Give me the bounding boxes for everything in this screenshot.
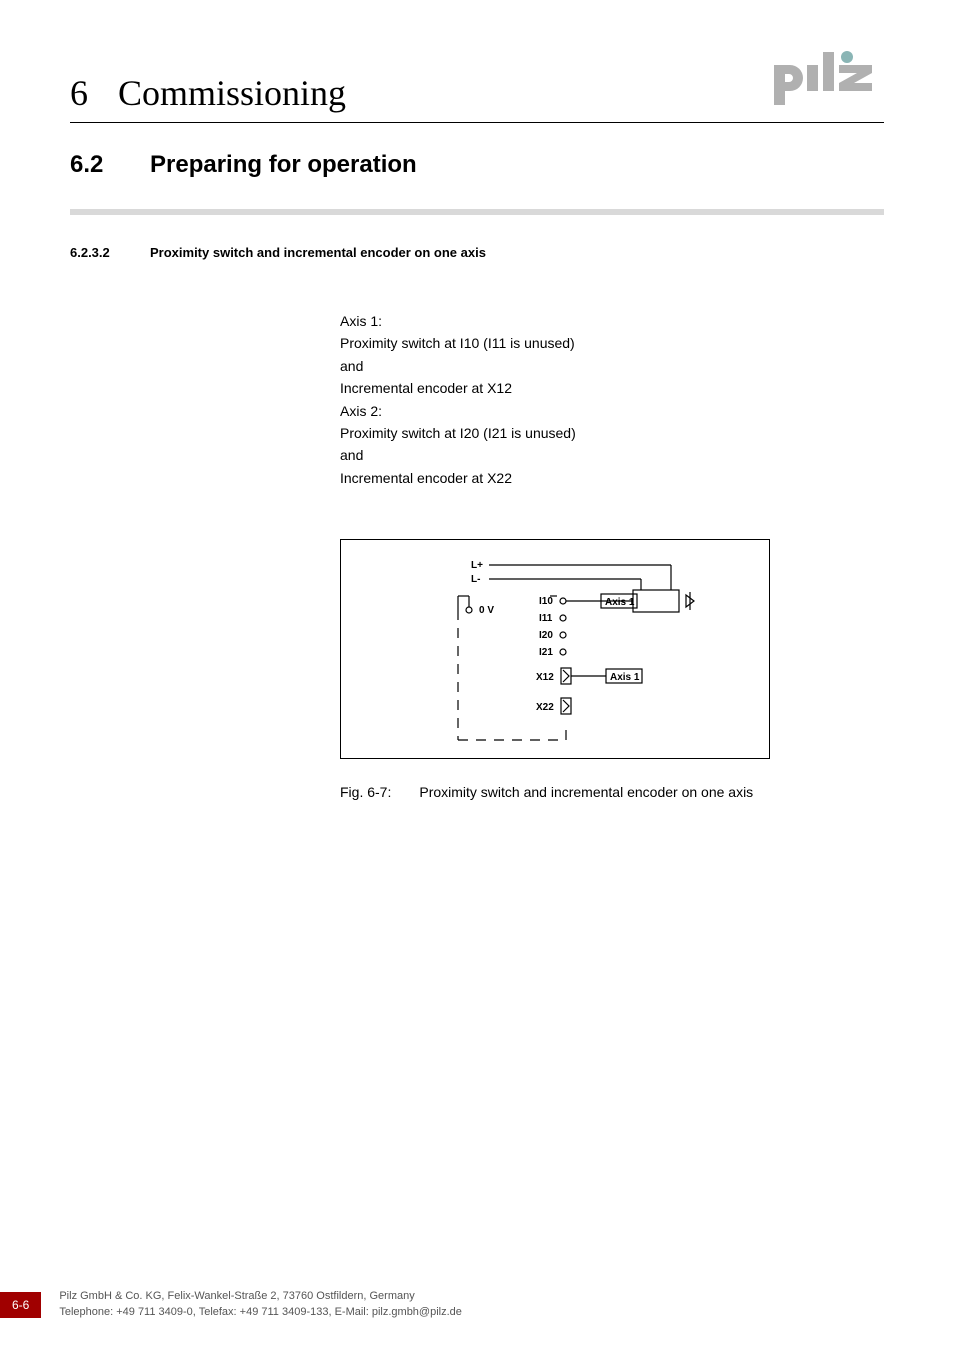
pilz-logo-icon	[774, 50, 884, 105]
page-number-badge: 6-6	[0, 1292, 41, 1318]
chapter-header: 6 Commissioning	[70, 50, 884, 114]
diagram-frame: L+ L- I10 I11	[340, 539, 770, 759]
diagram-label: Axis 1	[605, 597, 635, 608]
chapter-title: Commissioning	[118, 72, 774, 114]
wiring-diagram: L+ L- I10 I11	[340, 539, 884, 759]
diagram-label: X12	[536, 672, 554, 683]
diagram-label: Axis 1	[610, 672, 640, 683]
subsection-title: Proximity switch and incremental encoder…	[150, 245, 486, 260]
diagram-label: I20	[539, 630, 553, 641]
caption-text: Proximity switch and incremental encoder…	[419, 784, 753, 800]
diagram-label: L-	[471, 574, 480, 585]
body-line: and	[340, 355, 884, 377]
chapter-number: 6	[70, 72, 88, 114]
diagram-label: I21	[539, 647, 553, 658]
body-line: Proximity switch at I10 (I11 is unused)	[340, 332, 884, 354]
body-line: Incremental encoder at X22	[340, 467, 884, 489]
body-line: and	[340, 444, 884, 466]
footer-line: Telephone: +49 711 3409-0, Telefax: +49 …	[59, 1305, 462, 1320]
header-rule	[70, 122, 884, 123]
body-line: Incremental encoder at X12	[340, 377, 884, 399]
body-text: Axis 1: Proximity switch at I10 (I11 is …	[340, 310, 884, 489]
subsection-number: 6.2.3.2	[70, 245, 150, 260]
section-divider	[70, 209, 884, 215]
diagram-label: X22	[536, 702, 554, 713]
subsection-heading: 6.2.3.2 Proximity switch and incremental…	[70, 245, 884, 260]
diagram-label: I11	[539, 613, 553, 624]
body-line: Proximity switch at I20 (I21 is unused)	[340, 422, 884, 444]
diagram-label: 0 V	[479, 605, 494, 616]
section-number: 6.2	[70, 151, 150, 179]
footer-line: Pilz GmbH & Co. KG, Felix-Wankel-Straße …	[59, 1289, 462, 1304]
section-title: Preparing for operation	[150, 151, 417, 179]
body-line: Axis 2:	[340, 400, 884, 422]
section-heading: 6.2 Preparing for operation	[70, 151, 884, 179]
diagram-svg-icon: L+ L- I10 I11	[341, 540, 771, 760]
figure-caption: Fig. 6-7: Proximity switch and increment…	[340, 784, 884, 800]
diagram-label: L+	[471, 560, 483, 571]
caption-label: Fig. 6-7:	[340, 784, 391, 800]
diagram-label: I10	[539, 596, 553, 607]
footer-address: Pilz GmbH & Co. KG, Felix-Wankel-Straße …	[59, 1289, 462, 1320]
page-footer: 6-6 Pilz GmbH & Co. KG, Felix-Wankel-Str…	[0, 1289, 954, 1320]
body-line: Axis 1:	[340, 310, 884, 332]
